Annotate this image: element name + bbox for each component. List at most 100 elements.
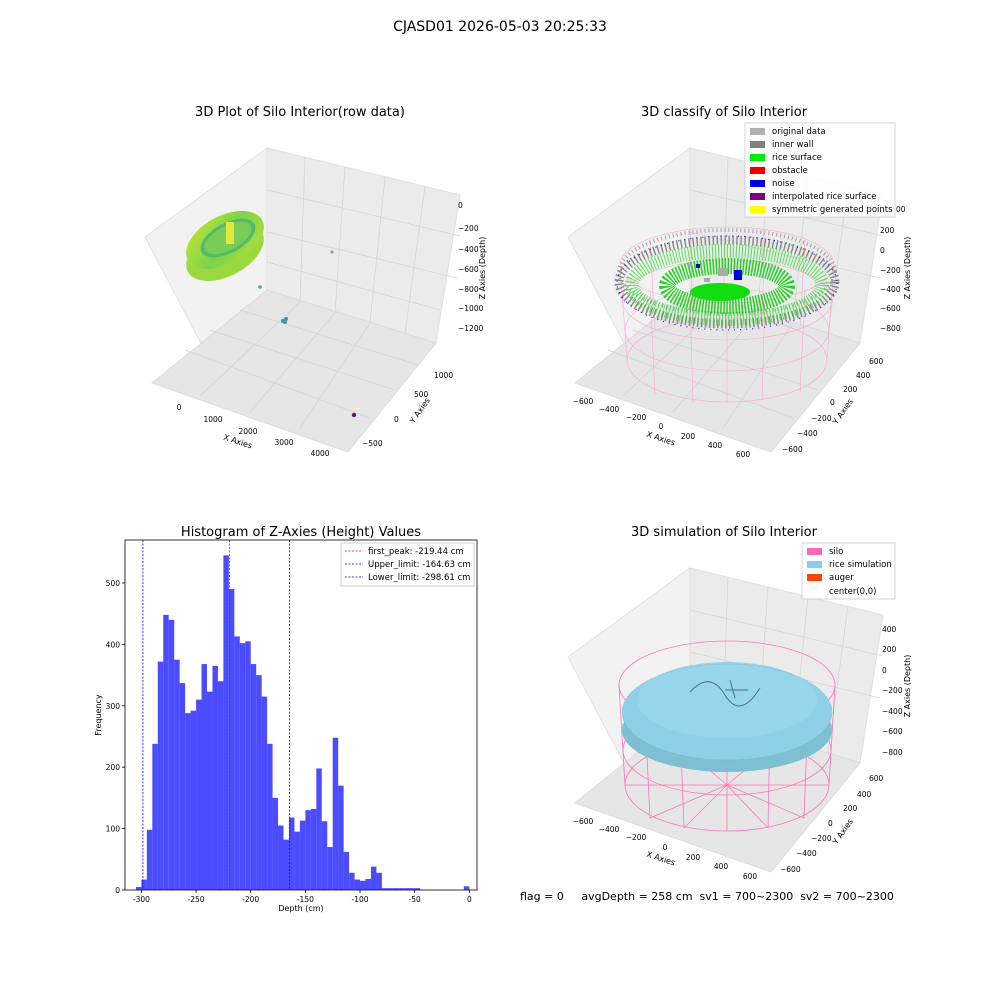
svg-text:0: 0 (828, 819, 833, 828)
histogram-bar (381, 888, 388, 890)
histogram-bar (163, 614, 169, 890)
panel2-original-points (688, 263, 728, 282)
legend-swatch-silo (807, 548, 822, 555)
histogram-ytick-label: 300 (106, 702, 121, 711)
histogram-bar (250, 664, 257, 890)
histogram-bar (327, 847, 333, 890)
histogram-bar (376, 872, 382, 890)
histogram-xticks: -300 -250 -200 -150 -100 -50 0 (133, 890, 472, 904)
svg-text:0: 0 (663, 843, 668, 852)
panel-simulation: 3D simulation of Silo Interior (567, 525, 912, 881)
histogram-bar (179, 683, 186, 890)
svg-text:−200: −200 (880, 266, 901, 275)
legend-label-obstacle: obstacle (772, 166, 808, 176)
panel1-title: 3D Plot of Silo Interior(row data) (195, 105, 405, 120)
legend-swatch-interpolated (750, 193, 765, 200)
histogram-bar (239, 643, 246, 890)
svg-text:−600: −600 (880, 304, 901, 313)
histogram-xtick-label: -250 (188, 895, 205, 904)
histogram-bars (135, 555, 470, 890)
histogram-bar (278, 825, 284, 890)
svg-text:−400: −400 (797, 429, 818, 438)
svg-text:200: 200 (686, 853, 701, 862)
legend-label-first-peak: first_peak: -219.44 cm (368, 547, 464, 557)
svg-text:−800: −800 (458, 285, 479, 294)
svg-text:400: 400 (708, 441, 723, 450)
legend-label-auger: auger (829, 573, 854, 583)
histogram-reference-lines (142, 540, 290, 890)
legend-label-inner-wall: inner wall (772, 140, 813, 150)
svg-text:1000: 1000 (434, 371, 453, 380)
histogram-bar (174, 659, 180, 890)
histogram-yticks: 0 100 200 300 400 500 (106, 579, 125, 895)
histogram-bar (463, 886, 470, 890)
panel2-clipped-ztick: 00 (896, 205, 906, 214)
histogram-bar (387, 888, 393, 890)
svg-text:−600: −600 (458, 265, 479, 274)
panel-histogram: Histogram of Z-Axies (Height) Values -30… (94, 525, 478, 913)
histogram-ytick-label: 100 (106, 825, 121, 834)
svg-text:400: 400 (882, 625, 897, 634)
panel1-grid (184, 156, 461, 429)
panel1-zticks: 0 −200 −400 −600 −800 −1000 −1200 (458, 201, 484, 333)
svg-text:400: 400 (714, 862, 729, 871)
legend-label-rice-surface: rice surface (772, 153, 822, 163)
svg-text:0: 0 (458, 201, 463, 210)
svg-text:500: 500 (414, 390, 429, 399)
panel4-rice-simulation (621, 662, 833, 772)
legend-label-center: center(0,0) (829, 587, 877, 597)
histogram-bar (403, 888, 410, 890)
panel2-title: 3D classify of Silo Interior (641, 105, 808, 120)
svg-text:0: 0 (177, 403, 182, 412)
svg-text:0: 0 (394, 415, 399, 424)
histogram-bar (261, 696, 268, 890)
histogram-bar (234, 636, 240, 890)
panel4-xlabel: X Axies (645, 850, 676, 868)
histogram-bar (135, 886, 142, 890)
svg-text:3000: 3000 (274, 438, 293, 447)
legend-label-noise: noise (772, 179, 795, 189)
svg-text:−600: −600 (573, 397, 594, 406)
panel2-noise (616, 235, 838, 331)
histogram-bar (256, 675, 262, 890)
histogram-bar (398, 888, 404, 890)
panel2-zticks: 200 0 −200 −400 −600 −800 (880, 226, 901, 333)
histogram-bar (332, 737, 339, 890)
panel4-ylabel: Y Axies (830, 817, 855, 847)
panel2-legend: original data inner wall rice surface ob… (744, 122, 906, 218)
svg-text:−600: −600 (780, 865, 801, 874)
histogram-xtick-label: -300 (133, 895, 150, 904)
histogram-bar (305, 810, 311, 890)
svg-text:4000: 4000 (310, 449, 329, 458)
svg-text:−400: −400 (458, 245, 479, 254)
svg-text:−500: −500 (362, 439, 383, 448)
histogram-bar (217, 681, 224, 890)
svg-text:2000: 2000 (238, 427, 257, 436)
legend-label-symmetric: symmetric generated points (772, 205, 893, 215)
histogram-bar (146, 829, 153, 890)
histogram-bar (245, 641, 251, 890)
legend-swatch-rice-simulation (807, 561, 822, 568)
panel1-point-ring (186, 211, 264, 281)
histogram-bar (310, 808, 317, 890)
svg-text:200: 200 (843, 385, 858, 394)
svg-text:−600: −600 (882, 727, 903, 736)
histogram-bar (223, 555, 229, 890)
svg-text:0: 0 (659, 422, 664, 431)
histogram-ytick-label: 200 (106, 763, 121, 772)
panel1-zlabel: Z Axies (Depth) (478, 237, 487, 300)
histogram-bar (283, 839, 289, 890)
panel4-yticks: 600 400 200 0 −200 −400 −600 (780, 774, 884, 874)
panel-classify: 3D classify of Silo Interior (567, 105, 912, 459)
svg-text:−1200: −1200 (458, 324, 484, 333)
svg-text:−400: −400 (599, 825, 620, 834)
svg-text:−400: −400 (882, 707, 903, 716)
legend-label-original: original data (772, 127, 826, 137)
panel1-xticks: 0 1000 2000 3000 4000 (177, 403, 330, 458)
svg-text:−200: −200 (882, 686, 903, 695)
panel1-ylabel: Y Axies (407, 396, 432, 426)
histogram-bar (272, 797, 279, 890)
legend-label-lower-limit: Lower_limit: -298.61 cm (368, 573, 470, 583)
histogram-bar (338, 785, 344, 890)
